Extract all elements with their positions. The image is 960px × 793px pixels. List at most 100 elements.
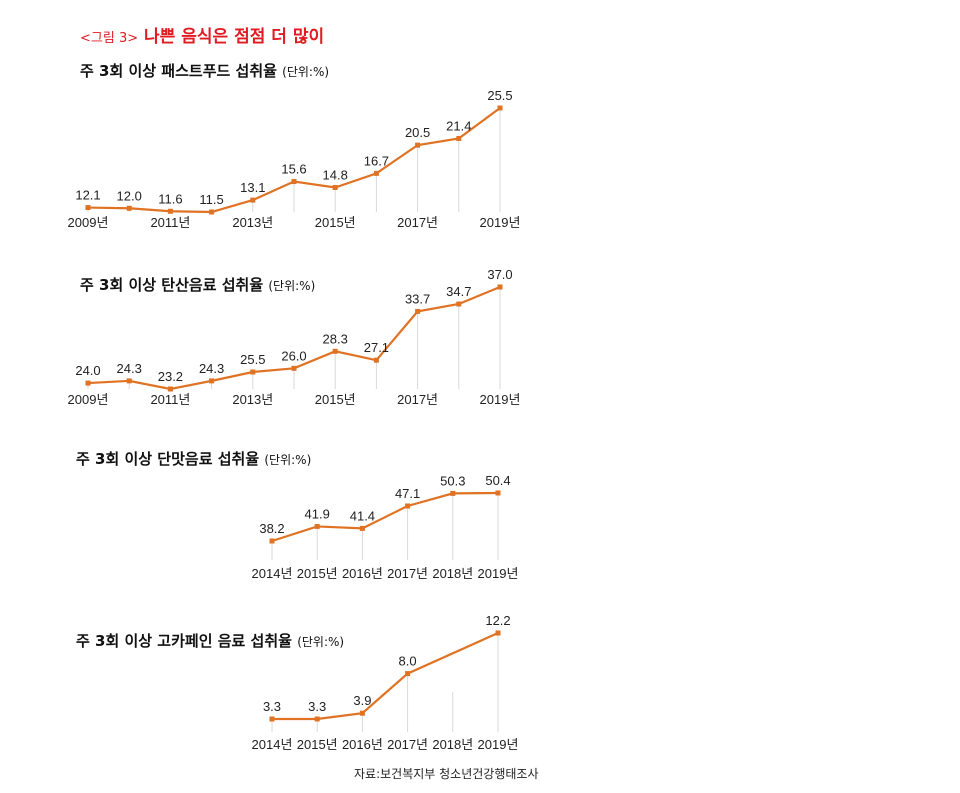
- caffeine-tick-label-5: 2019년: [478, 737, 519, 752]
- caffeine-value-label-2: 3.9: [353, 693, 371, 708]
- sweet-value-label-5: 50.4: [485, 473, 510, 488]
- soda-point-6: [332, 348, 338, 354]
- sweet-value-label-3: 47.1: [395, 486, 420, 501]
- soda-tick-label-0: 2009년: [68, 392, 109, 407]
- soda-point-8: [415, 308, 421, 314]
- fastfood-value-label-5: 15.6: [281, 162, 306, 177]
- soda-tick-label-6: 2015년: [315, 392, 356, 407]
- caffeine-series-line: [272, 631, 499, 721]
- fastfood-value-label-8: 20.5: [405, 125, 430, 140]
- fastfood-tick-label-10: 2019년: [480, 215, 521, 230]
- sweet-value-label-4: 50.3: [440, 473, 465, 488]
- fastfood-point-9: [456, 135, 462, 141]
- sweet-point-4: [450, 490, 456, 496]
- caffeine-value-label-3: 8.0: [399, 654, 417, 669]
- fastfood-point-3: [209, 209, 215, 215]
- caffeine-point-2: [359, 710, 365, 716]
- soda-point-10: [497, 284, 503, 290]
- caffeine-tick-label-3: 2017년: [387, 737, 428, 752]
- fastfood-point-8: [415, 142, 421, 148]
- fastfood-point-10: [497, 105, 503, 111]
- sweet-series-line: [271, 491, 499, 543]
- fastfood-value-label-10: 25.5: [487, 88, 512, 103]
- fastfood-point-6: [332, 184, 338, 190]
- sweet-value-label-0: 38.2: [259, 521, 284, 536]
- fastfood-value-label-6: 14.8: [323, 167, 348, 182]
- caffeine-value-label-1: 3.3: [308, 699, 326, 714]
- caffeine-value-label-5: 12.2: [485, 613, 510, 628]
- caffeine-point-1: [314, 716, 320, 722]
- sweet-tick-label-2: 2016년: [342, 566, 383, 581]
- fastfood-point-0: [85, 205, 91, 211]
- sweet-tick-label-3: 2017년: [387, 566, 428, 581]
- chart-unit-fastfood: (단위:%): [282, 65, 330, 79]
- sweet-point-2: [359, 525, 365, 531]
- fastfood-tick-label-8: 2017년: [397, 215, 438, 230]
- fastfood-value-label-7: 16.7: [364, 153, 389, 168]
- soda-point-0: [85, 380, 91, 386]
- chart-unit-soda: (단위:%): [268, 279, 316, 293]
- soda-point-3: [209, 378, 215, 384]
- source-note: 자료:보건복지부 청소년건강행태조사: [354, 767, 539, 781]
- soda-value-label-9: 34.7: [446, 284, 471, 299]
- fastfood-point-7: [373, 170, 379, 176]
- fastfood-point-2: [167, 208, 173, 214]
- soda-value-label-6: 28.3: [323, 331, 348, 346]
- fastfood-point-5: [291, 179, 297, 185]
- chart-title-soda: 주 3회 이상 탄산음료 섭취율 (단위:%): [80, 274, 315, 295]
- soda-value-label-10: 37.0: [487, 267, 512, 282]
- soda-value-label-7: 27.1: [364, 340, 389, 355]
- chart-title-soda-text: 주 3회 이상 탄산음료 섭취율: [80, 276, 264, 294]
- sweet-tick-label-0: 2014년: [252, 566, 293, 581]
- fastfood-tick-label-6: 2015년: [315, 215, 356, 230]
- caffeine-tick-label-4: 2018년: [432, 737, 473, 752]
- soda-value-label-1: 24.3: [117, 361, 142, 376]
- caffeine-point-0: [269, 716, 275, 722]
- soda-point-7: [373, 357, 379, 363]
- chart-title-sweet-text: 주 3회 이상 단맛음료 섭취율: [76, 450, 260, 468]
- fastfood-value-label-0: 12.1: [75, 188, 100, 203]
- soda-tick-label-2: 2011년: [150, 392, 190, 407]
- sweet-value-label-1: 41.9: [305, 506, 330, 521]
- fastfood-value-label-1: 12.0: [117, 188, 142, 203]
- chart-title-caffeine-text: 주 3회 이상 고카페인 음료 섭취율: [76, 632, 292, 650]
- soda-value-label-0: 24.0: [75, 363, 100, 378]
- soda-value-label-5: 26.0: [281, 348, 306, 363]
- fastfood-tick-label-2: 2011년: [150, 215, 190, 230]
- figure-title: <그림 3> 나쁜 음식은 점점 더 많이: [80, 22, 324, 47]
- sweet-tick-label-5: 2019년: [478, 566, 519, 581]
- sweet-point-1: [314, 523, 320, 529]
- caffeine-value-label-0: 3.3: [263, 699, 281, 714]
- chart-title-fastfood-text: 주 3회 이상 패스트푸드 섭취율: [80, 62, 277, 80]
- soda-tick-label-8: 2017년: [397, 392, 438, 407]
- soda-value-label-3: 24.3: [199, 361, 224, 376]
- fastfood-value-label-3: 11.5: [199, 192, 223, 207]
- sweet-point-0: [269, 538, 275, 544]
- chart-unit-caffeine: (단위:%): [297, 635, 345, 649]
- caffeine-tick-label-1: 2015년: [297, 737, 338, 752]
- chart-unit-sweet: (단위:%): [264, 453, 312, 467]
- soda-point-5: [291, 365, 297, 371]
- caffeine-point-3: [405, 671, 411, 677]
- soda-point-2: [167, 386, 173, 392]
- chart-title-caffeine: 주 3회 이상 고카페인 음료 섭취율 (단위:%): [76, 630, 344, 651]
- soda-point-9: [456, 301, 462, 307]
- chart-title-sweet: 주 3회 이상 단맛음료 섭취율 (단위:%): [76, 448, 311, 469]
- soda-value-label-4: 25.5: [240, 352, 265, 367]
- caffeine-tick-label-0: 2014년: [252, 737, 293, 752]
- sweet-point-3: [405, 503, 411, 509]
- fastfood-tick-label-0: 2009년: [68, 215, 109, 230]
- fastfood-tick-label-4: 2013년: [232, 215, 273, 230]
- fastfood-value-label-4: 13.1: [240, 180, 265, 195]
- sweet-value-label-2: 41.4: [350, 508, 375, 523]
- sweet-tick-label-1: 2015년: [297, 566, 338, 581]
- figure-tag: <그림 3>: [80, 31, 139, 46]
- sweet-point-5: [495, 490, 501, 496]
- chart-title-fastfood: 주 3회 이상 패스트푸드 섭취율 (단위:%): [80, 60, 329, 81]
- soda-value-label-8: 33.7: [405, 291, 430, 306]
- caffeine-tick-label-2: 2016년: [342, 737, 383, 752]
- soda-value-label-2: 23.2: [158, 369, 183, 384]
- soda-tick-label-4: 2013년: [232, 392, 273, 407]
- fastfood-point-4: [250, 197, 256, 203]
- caffeine-point-5: [495, 630, 501, 636]
